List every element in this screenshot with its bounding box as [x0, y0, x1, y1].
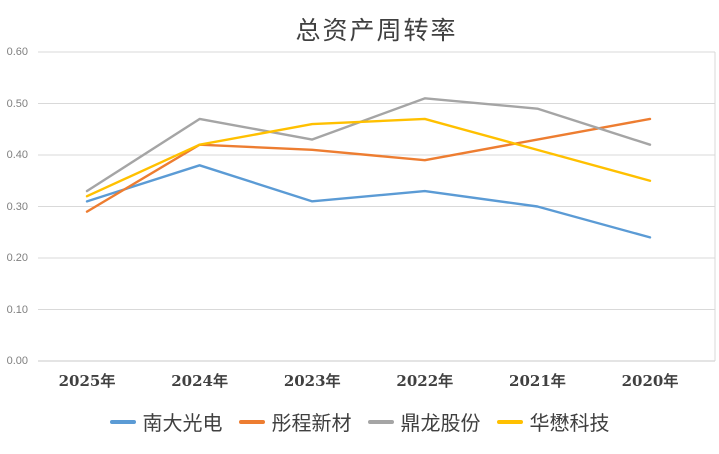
series-line-3: [85, 117, 652, 198]
y-tick-label: 0.10: [6, 303, 28, 316]
legend-label: 彤程新材: [271, 411, 352, 435]
y-tick-label: 0.00: [6, 355, 28, 367]
series-line-2: [85, 97, 652, 193]
legend-swatch-icon: [109, 419, 136, 424]
legend-swatch-icon: [238, 419, 265, 424]
y-tick-label: 0.30: [6, 200, 28, 213]
y-tick-label: 0.40: [6, 149, 28, 161]
legend-label: 南大光电: [142, 411, 223, 435]
legend-item-3: 华懋科技: [496, 407, 610, 436]
x-axis-label: 2020年: [621, 372, 679, 390]
legend-item-2: 鼎龙股份: [367, 407, 481, 436]
y-tick-label: 0.20: [6, 252, 28, 264]
chart-title: 总资产周转率: [295, 16, 458, 45]
series-line-1: [85, 117, 652, 213]
legend-item-0: 南大光电: [109, 407, 223, 436]
legend-item-1: 彤程新材: [238, 407, 352, 436]
x-axis-label: 2023年: [283, 372, 341, 390]
x-axis-label: 2024年: [171, 372, 228, 390]
y-tick-label: 0.60: [6, 46, 28, 58]
x-axis-label: 2021年: [509, 372, 566, 390]
legend-swatch-icon: [496, 419, 523, 424]
y-tick-label: 0.50: [6, 97, 28, 110]
legend-swatch-icon: [367, 419, 394, 424]
legend-label: 华懋科技: [529, 411, 610, 435]
x-axis-label: 2025年: [58, 372, 116, 390]
legend-label: 鼎龙股份: [400, 411, 481, 435]
x-axis-label: 2022年: [396, 372, 454, 390]
series-line-0: [85, 164, 652, 239]
legend: 南大光电 彤程新材 鼎龙股份 华懋科技: [0, 407, 719, 436]
